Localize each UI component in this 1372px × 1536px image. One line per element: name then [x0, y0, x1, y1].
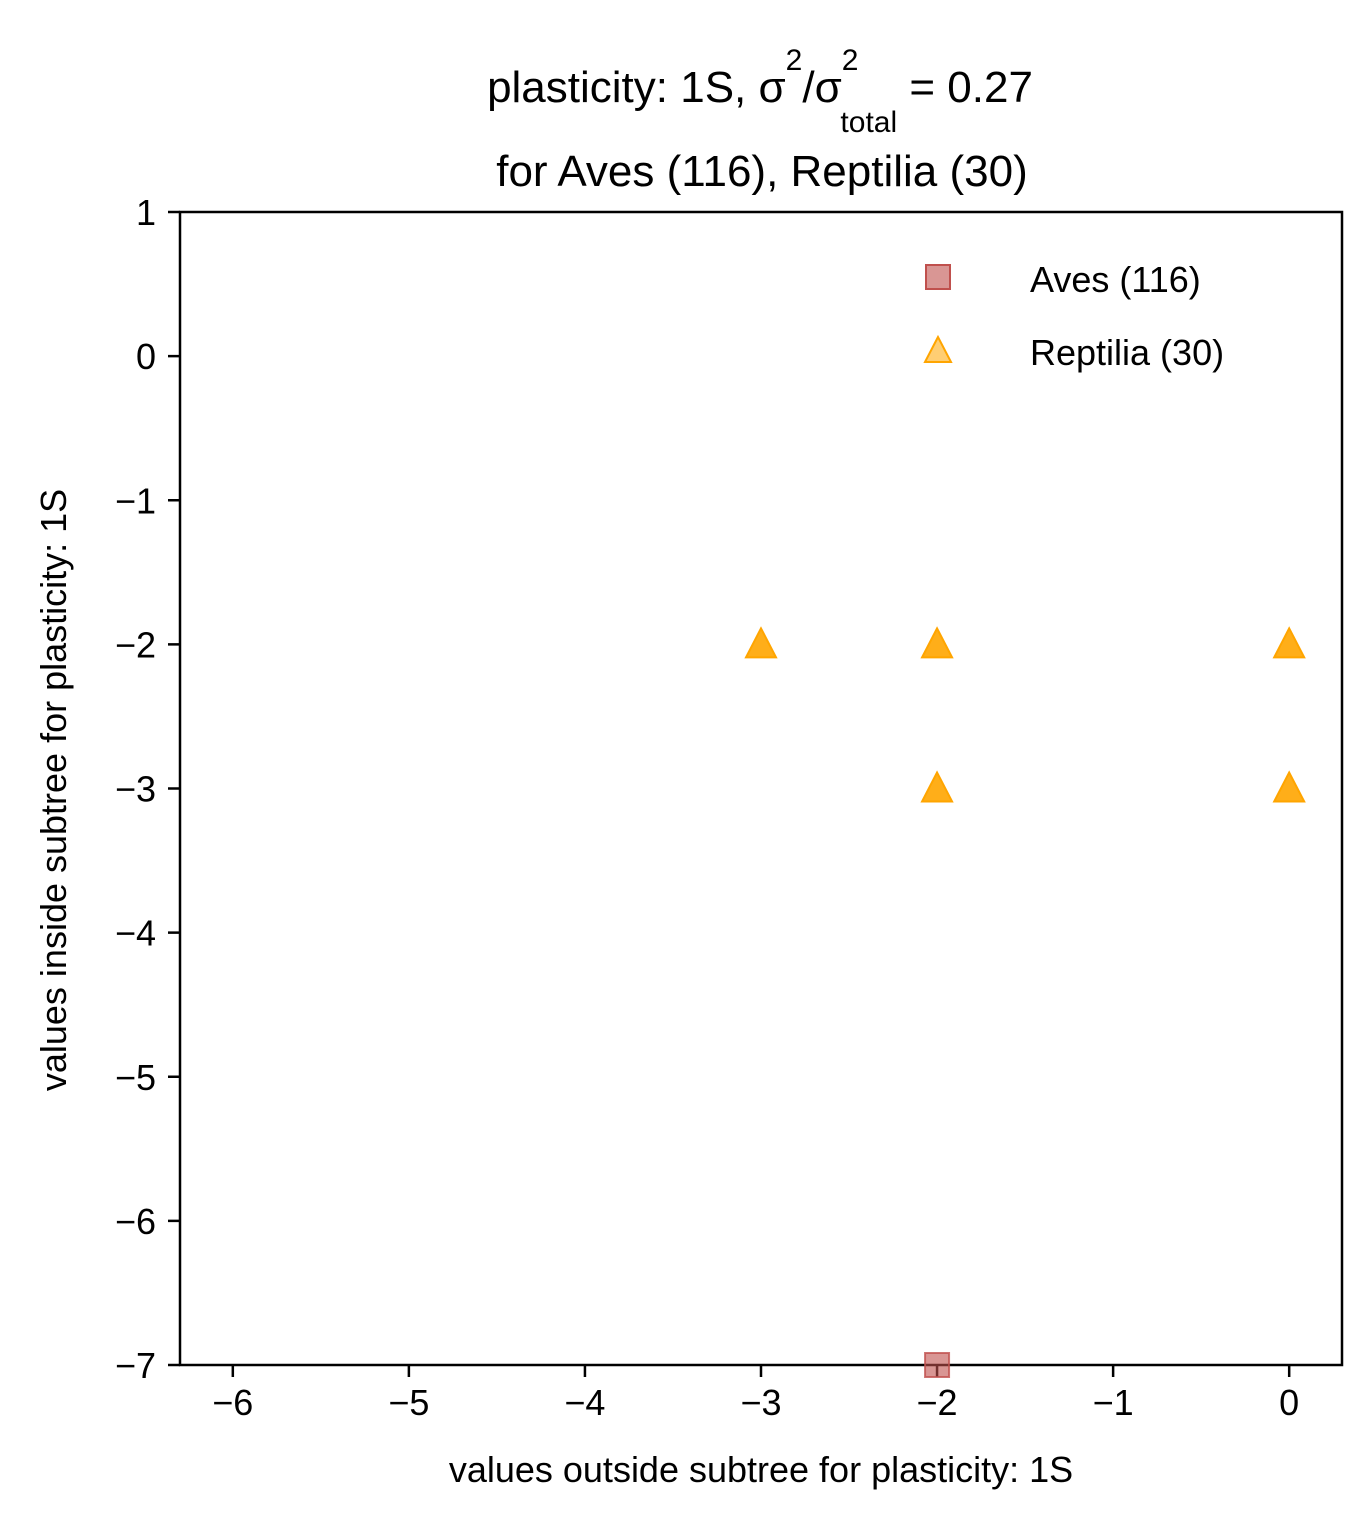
x-tick-label: −5: [388, 1382, 429, 1423]
x-tick-label: −4: [564, 1382, 605, 1423]
legend-label-reptilia: Reptilia (30): [1030, 332, 1224, 373]
legend-label-aves: Aves (116): [1030, 259, 1201, 300]
title-sup2: 2: [842, 44, 859, 77]
y-tick-label: −7: [115, 1345, 156, 1386]
x-axis-label: values outside subtree for plasticity: 1…: [449, 1449, 1073, 1490]
plot-frame: [178, 210, 1344, 1367]
chart-title-line2: for Aves (116), Reptilia (30): [496, 147, 1028, 196]
x-axis: −6 −5 −4 −3 −2 −1 0: [212, 1365, 1299, 1423]
x-tick-label: −2: [917, 1382, 958, 1423]
chart-title-line1: plasticity: 1S, σ2/σ2 total = 0.27: [487, 44, 1033, 139]
data-points: [744, 626, 1306, 1378]
y-axis: 1 0 −1 −2 −3 −4 −5 −6 −7: [115, 192, 180, 1386]
point-reptilia: [920, 626, 954, 659]
title-mid: /σ: [802, 63, 841, 112]
y-tick-label: −1: [115, 480, 156, 521]
legend-marker-reptilia: [923, 334, 953, 363]
y-tick-label: −5: [115, 1057, 156, 1098]
y-tick-label: 1: [136, 192, 156, 233]
y-tick-label: −2: [115, 624, 156, 665]
x-tick-label: −1: [1093, 1382, 1134, 1423]
point-reptilia: [744, 626, 778, 659]
title-prefix: plasticity: 1S, σ: [487, 63, 786, 112]
title-sub: total: [840, 106, 897, 139]
y-axis-label: values inside subtree for plasticity: 1S: [33, 489, 74, 1091]
y-tick-label: 0: [136, 336, 156, 377]
legend-marker-aves: [925, 264, 951, 290]
y-tick-label: −6: [115, 1201, 156, 1242]
y-tick-label: −4: [115, 913, 156, 954]
point-reptilia: [1272, 770, 1306, 803]
x-tick-label: 0: [1279, 1382, 1299, 1423]
y-tick-label: −3: [115, 769, 156, 810]
title-sup1: 2: [786, 44, 803, 77]
point-reptilia: [920, 770, 954, 803]
title-suffix: = 0.27: [897, 63, 1033, 112]
x-tick-label: −6: [212, 1382, 253, 1423]
x-tick-label: −3: [740, 1382, 781, 1423]
point-reptilia: [1272, 626, 1306, 659]
legend: Aves (116) Reptilia (30): [923, 259, 1224, 373]
point-aves: [924, 1352, 951, 1378]
